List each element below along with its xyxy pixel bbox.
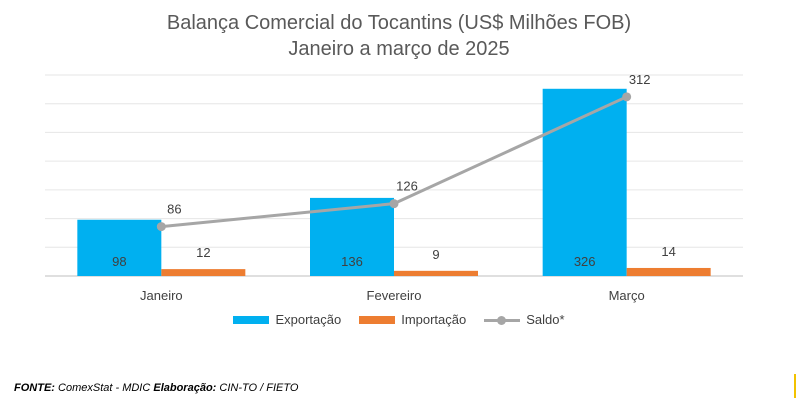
point-saldo xyxy=(156,222,166,232)
data-label-importacao: 9 xyxy=(432,247,439,262)
legend-item-importacao: Importação xyxy=(359,312,466,327)
data-label-exportacao: 326 xyxy=(574,254,596,269)
legend-label-importacao: Importação xyxy=(401,312,467,327)
footer-elaboracao-text: CIN-TO / FIETO xyxy=(216,382,299,394)
data-label-importacao: 14 xyxy=(661,244,675,259)
legend-item-exportacao: Exportação xyxy=(233,312,341,327)
data-label-saldo: 312 xyxy=(629,72,651,87)
source-footer: FONTE: ComexStat - MDIC Elaboração: CIN-… xyxy=(14,382,298,394)
decorative-mark xyxy=(794,374,796,398)
data-label-exportacao: 98 xyxy=(112,254,126,269)
footer-fonte-label: FONTE: xyxy=(14,382,55,394)
legend-label-saldo: Saldo* xyxy=(526,312,565,327)
chart-legend: Exportação Importação Saldo* xyxy=(0,312,798,327)
x-tick-label: Fevereiro xyxy=(367,288,422,303)
x-tick-label: Janeiro xyxy=(140,288,183,303)
footer-elaboracao-label: Elaboração: xyxy=(153,382,217,394)
legend-swatch-saldo xyxy=(484,315,521,325)
point-saldo xyxy=(389,199,399,209)
legend-swatch-importacao xyxy=(359,315,396,324)
footer-fonte-text: ComexStat - MDIC xyxy=(54,382,154,394)
data-label-saldo: 126 xyxy=(396,179,418,194)
x-tick-label: Março xyxy=(609,288,645,303)
bar-importacao xyxy=(161,269,246,276)
bar-exportacao xyxy=(77,219,162,276)
data-label-exportacao: 136 xyxy=(341,254,363,269)
legend-item-saldo: Saldo* xyxy=(484,312,565,327)
bar-importacao xyxy=(394,270,478,276)
chart-title: Balança Comercial do Tocantins (US$ Milh… xyxy=(166,12,632,34)
legend-label-exportacao: Exportação xyxy=(275,312,342,327)
data-label-saldo: 86 xyxy=(167,202,181,217)
data-label-importacao: 12 xyxy=(196,245,210,260)
legend-swatch-exportacao xyxy=(233,315,270,324)
bar-exportacao xyxy=(542,88,627,276)
chart-subtitle: Janeiro a março de 2025 xyxy=(288,38,510,60)
bar-importacao xyxy=(626,267,711,276)
point-saldo xyxy=(622,92,632,102)
